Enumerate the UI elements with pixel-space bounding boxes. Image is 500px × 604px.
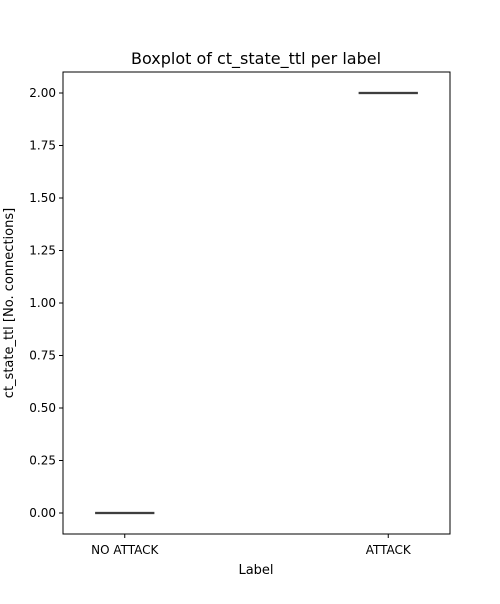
y-tick-label: 0.25: [29, 454, 56, 468]
y-tick-label: 2.00: [29, 86, 56, 100]
x-axis-label: Label: [238, 563, 273, 578]
x-tick-label: NO ATTACK: [91, 543, 159, 557]
y-tick-label: 0.75: [29, 349, 56, 363]
y-tick-label: 0.50: [29, 401, 56, 415]
axes-frame: [63, 72, 450, 534]
plot-area: 0.00 0.25 0.50 0.75 1.00 1.25 1.50 1.75 2.00 NO A…: [29, 72, 450, 557]
y-tick-label: 1.75: [29, 139, 56, 153]
y-tick-label: 0.00: [29, 506, 56, 520]
x-tick-label: ATTACK: [366, 543, 412, 557]
y-tick-label: 1.00: [29, 296, 56, 310]
y-tick-label: 1.25: [29, 244, 56, 258]
chart-title: Boxplot of ct_state_ttl per label: [131, 49, 381, 69]
y-axis-label: ct_state_ttl [No. connections]: [2, 208, 17, 398]
y-tick-label: 1.50: [29, 191, 56, 205]
